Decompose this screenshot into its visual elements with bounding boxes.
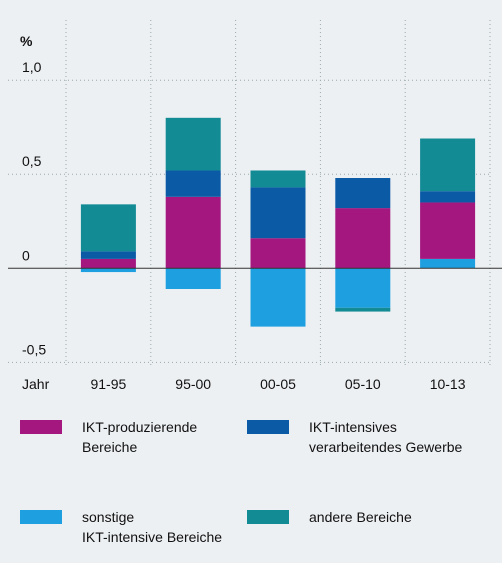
bar-segment <box>250 238 306 269</box>
x-tick-label: 91-95 <box>90 376 126 392</box>
legend-label: andere Bereiche <box>309 509 412 525</box>
bar-segment <box>335 307 391 312</box>
x-tick-label: 05-10 <box>345 376 381 392</box>
x-tick-label: 95-00 <box>175 376 211 392</box>
bar-segment <box>335 178 391 209</box>
bar-segment <box>250 268 306 327</box>
bar-segment <box>80 251 136 259</box>
legend-label: IKT-intensives verarbeitendes Gewerbe <box>309 419 463 455</box>
bar-segment <box>165 170 221 197</box>
bar-segment <box>420 191 476 203</box>
legend-label: IKT-produzierende Bereiche <box>82 419 197 455</box>
legend-swatch <box>20 420 62 434</box>
bar-segment <box>335 208 391 269</box>
y-tick-label: 1,0 <box>22 59 42 75</box>
bar-segment <box>250 187 306 239</box>
legend-swatch <box>247 510 289 524</box>
bar-segment <box>80 268 136 273</box>
legend-label: sonstige IKT-intensive Bereiche <box>82 509 222 545</box>
legend-swatch <box>247 420 289 434</box>
bar-segment <box>165 117 221 171</box>
bar-segment <box>80 258 136 269</box>
y-tick-label: 0 <box>22 247 30 263</box>
bar-segment <box>80 204 136 252</box>
bar-segment <box>250 170 306 188</box>
x-tick-label: 10-13 <box>430 376 466 392</box>
y-tick-label: 0,5 <box>22 153 42 169</box>
bar-segment <box>420 202 476 259</box>
x-axis-label: Jahr <box>22 376 50 392</box>
x-tick-label: 00-05 <box>260 376 296 392</box>
bar-segment <box>165 268 221 289</box>
bar-segment <box>420 138 476 192</box>
y-axis-label: % <box>20 33 33 49</box>
y-tick-label: -0,5 <box>22 341 46 357</box>
bar-segment <box>335 268 391 308</box>
legend-swatch <box>20 510 62 524</box>
bar-segment <box>165 196 221 269</box>
bar-segment <box>420 258 476 269</box>
